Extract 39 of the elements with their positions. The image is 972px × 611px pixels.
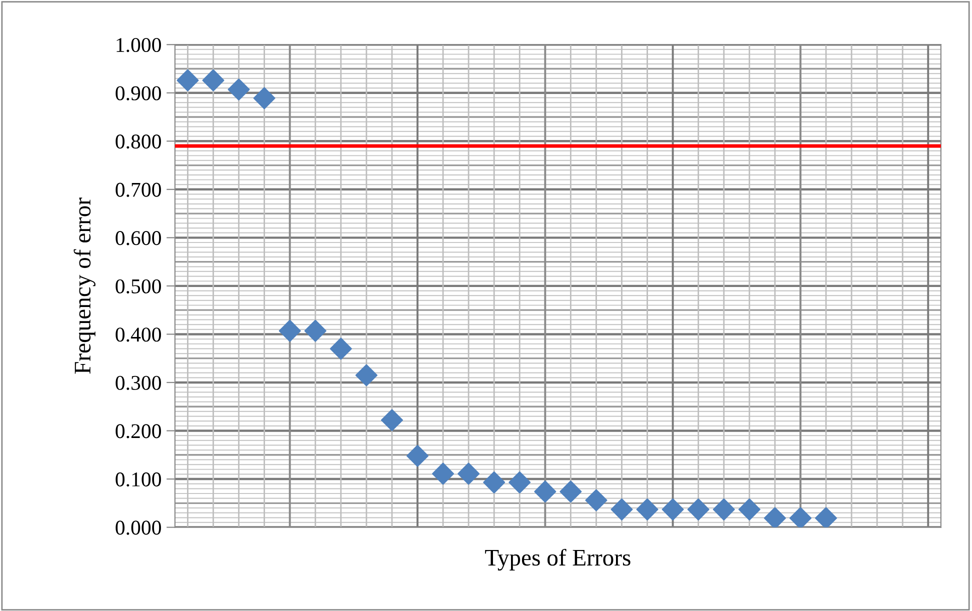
y-tick-label: 0.800 <box>116 134 161 149</box>
point <box>712 498 735 520</box>
point <box>610 498 633 520</box>
point <box>304 320 326 342</box>
point <box>253 87 276 110</box>
point <box>815 507 837 528</box>
point <box>355 364 378 386</box>
point <box>687 498 710 520</box>
point <box>228 78 250 100</box>
y-tick-label: 0.000 <box>116 520 161 535</box>
point <box>406 444 428 467</box>
point <box>662 498 684 520</box>
y-tick-label: 1.000 <box>116 38 161 52</box>
y-tick-label: 0.400 <box>116 328 161 342</box>
point <box>585 489 608 512</box>
point <box>636 498 658 520</box>
point <box>330 338 352 360</box>
point <box>458 462 480 485</box>
point <box>560 480 582 503</box>
y-tick-label: 0.100 <box>116 472 161 487</box>
point <box>432 462 454 485</box>
y-tick-label: 0.500 <box>116 279 161 294</box>
point <box>176 69 199 92</box>
point <box>508 471 531 494</box>
point <box>380 409 403 432</box>
x-axis-title: Types of Errors <box>485 548 630 571</box>
point <box>202 69 224 92</box>
point <box>738 498 760 520</box>
y-tick-label: 0.600 <box>116 231 161 246</box>
point <box>764 507 786 528</box>
y-tick-label: 0.200 <box>116 424 161 438</box>
y-tick-label: 0.300 <box>116 376 161 390</box>
point <box>483 471 506 494</box>
y-tick-label: 0.700 <box>116 182 161 197</box>
y-tick-label: 0.900 <box>116 86 161 100</box>
point <box>534 480 556 503</box>
y-axis-title: Frequency of error <box>74 198 96 374</box>
point <box>789 507 812 528</box>
point <box>278 320 301 342</box>
